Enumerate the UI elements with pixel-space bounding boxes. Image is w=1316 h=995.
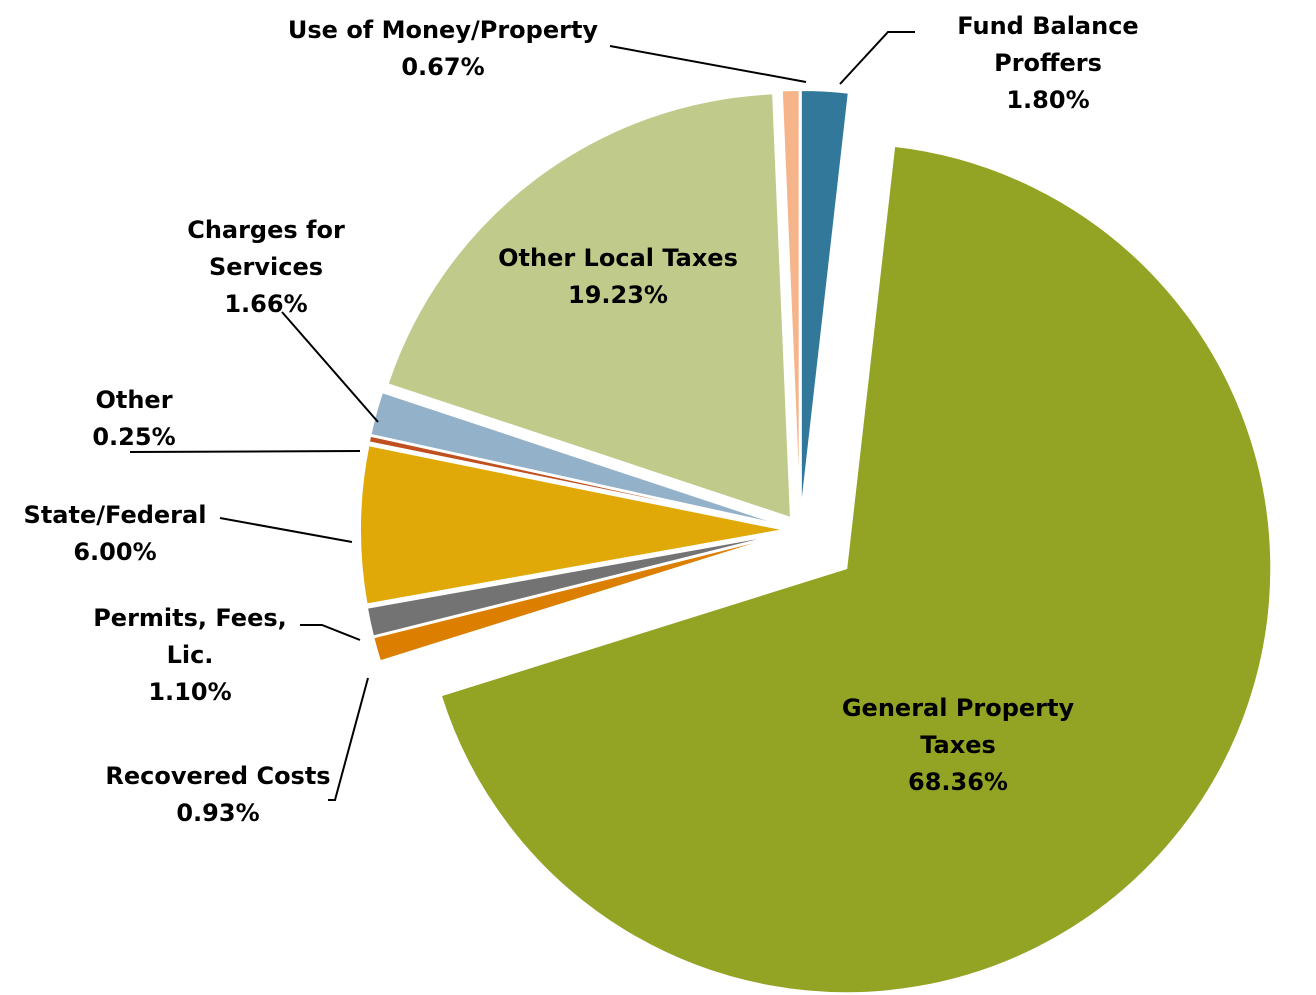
slice-name: General Property Taxes <box>841 694 1075 759</box>
slice-value: 0.67% <box>401 53 485 81</box>
slice-label: Other 0.25% <box>74 382 194 456</box>
slice-value: 6.00% <box>73 538 157 566</box>
pie-slice <box>799 89 850 516</box>
slice-value: 0.93% <box>176 799 260 827</box>
slice-name: Other <box>95 386 173 414</box>
slice-value: 1.66% <box>224 290 308 318</box>
slice-label: Fund Balance Proffers 1.80% <box>938 8 1158 119</box>
slice-value: 1.80% <box>1006 86 1090 114</box>
slice-value: 19.23% <box>568 281 668 309</box>
slice-name: State/Federal <box>23 501 207 529</box>
slice-label: Permits, Fees, Lic. 1.10% <box>75 600 305 711</box>
slice-label: General Property Taxes 68.36% <box>813 690 1103 801</box>
leader-line <box>839 31 915 85</box>
pie-slice <box>369 390 786 528</box>
pie-slice <box>365 532 786 638</box>
leader-line <box>328 677 369 801</box>
slice-label: Charges for Services 1.66% <box>166 212 366 323</box>
leader-line <box>281 311 379 423</box>
slice-value: 68.36% <box>908 768 1008 796</box>
slice-value: 1.10% <box>148 678 232 706</box>
pie-slice <box>359 444 786 606</box>
slice-label: Other Local Taxes 19.23% <box>458 240 778 314</box>
pie-slice <box>780 89 801 516</box>
leader-line <box>300 624 361 641</box>
pie-slice <box>386 92 793 520</box>
slice-name: Fund Balance Proffers <box>957 12 1139 77</box>
leader-line <box>609 45 807 83</box>
slice-name: Use of Money/Property <box>287 16 599 44</box>
leader-line <box>129 450 361 453</box>
slice-name: Other Local Taxes <box>498 244 738 272</box>
slice-label: State/Federal 6.00% <box>5 497 225 571</box>
slice-name: Recovered Costs <box>105 762 331 790</box>
slice-value: 0.25% <box>92 423 176 451</box>
slice-label: Recovered Costs 0.93% <box>88 758 348 832</box>
slice-label: Use of Money/Property 0.67% <box>263 12 623 86</box>
leader-line <box>219 517 353 543</box>
slice-name: Charges for Services <box>187 216 345 281</box>
pie-slice <box>439 144 1273 995</box>
slice-name: Permits, Fees, Lic. <box>93 604 287 669</box>
